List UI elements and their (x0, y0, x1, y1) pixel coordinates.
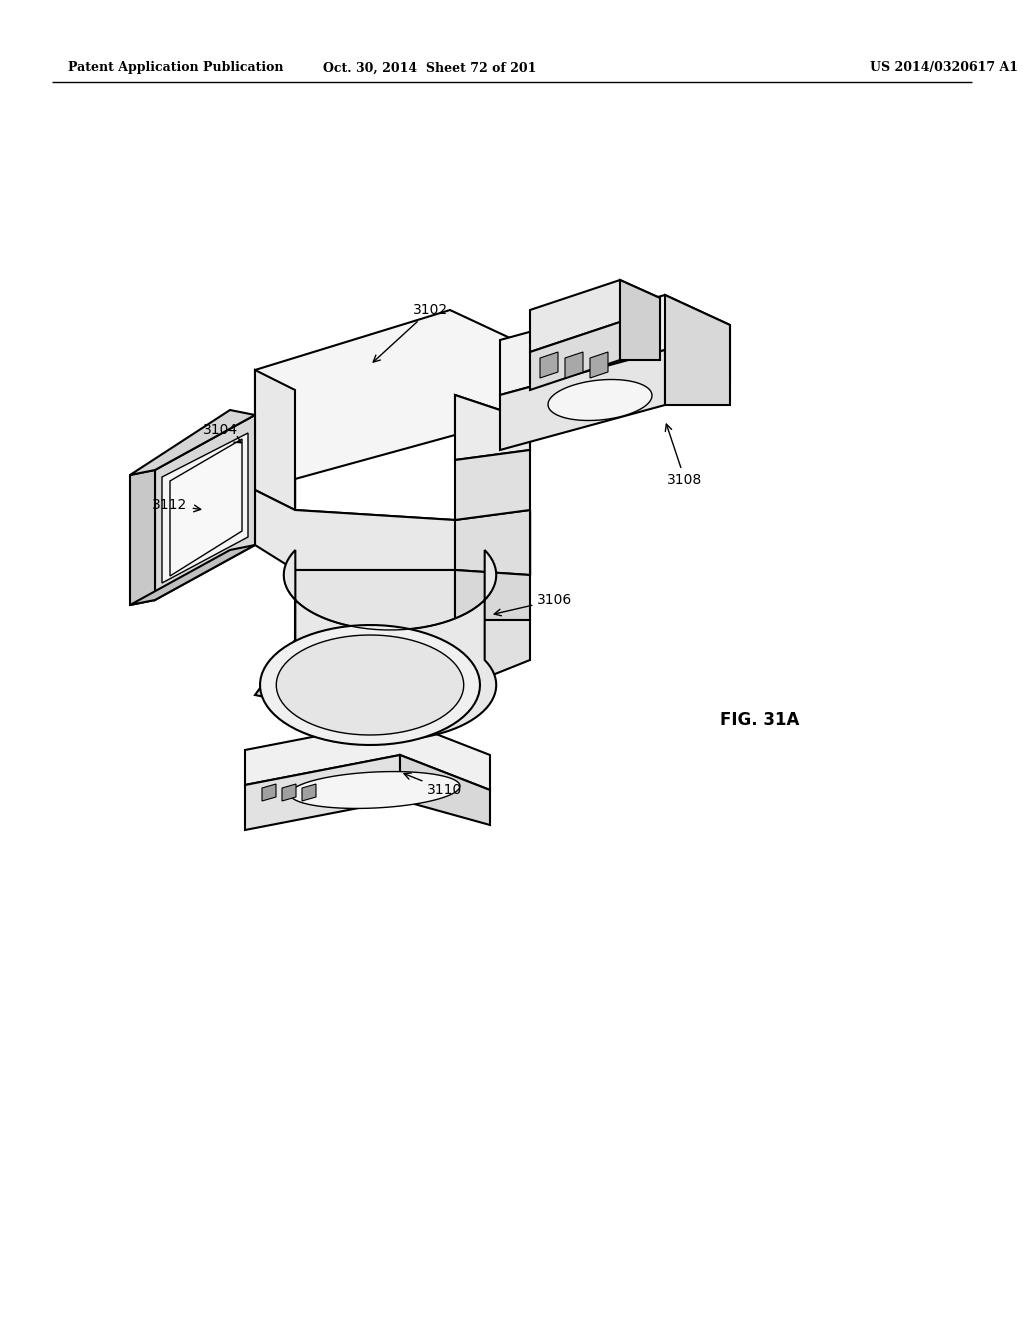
Polygon shape (565, 352, 583, 378)
Polygon shape (276, 635, 464, 735)
Polygon shape (255, 370, 295, 510)
Polygon shape (500, 350, 665, 450)
Polygon shape (245, 755, 400, 830)
Polygon shape (295, 510, 530, 576)
Polygon shape (530, 322, 620, 389)
Polygon shape (130, 470, 155, 605)
Polygon shape (255, 310, 600, 490)
Polygon shape (284, 550, 497, 741)
Polygon shape (455, 570, 530, 620)
Polygon shape (548, 380, 652, 421)
Text: FIG. 31A: FIG. 31A (720, 711, 800, 729)
Polygon shape (290, 772, 460, 808)
Text: 3110: 3110 (404, 774, 463, 797)
Polygon shape (255, 490, 455, 570)
Polygon shape (130, 545, 255, 605)
Text: Patent Application Publication: Patent Application Publication (68, 62, 284, 74)
Polygon shape (262, 784, 276, 801)
Polygon shape (130, 411, 255, 475)
Polygon shape (530, 280, 660, 352)
Polygon shape (590, 352, 608, 378)
Polygon shape (295, 570, 455, 671)
Text: 3112: 3112 (153, 498, 201, 512)
Polygon shape (620, 280, 660, 360)
Polygon shape (245, 719, 490, 789)
Text: 3106: 3106 (495, 593, 572, 615)
Text: US 2014/0320617 A1: US 2014/0320617 A1 (870, 62, 1018, 74)
Text: Oct. 30, 2014  Sheet 72 of 201: Oct. 30, 2014 Sheet 72 of 201 (324, 62, 537, 74)
Polygon shape (255, 620, 530, 719)
Polygon shape (500, 294, 730, 395)
Polygon shape (455, 450, 530, 520)
Polygon shape (665, 294, 730, 405)
Text: 3104: 3104 (203, 422, 242, 442)
Text: 3108: 3108 (666, 424, 702, 487)
Polygon shape (540, 352, 558, 378)
Polygon shape (455, 395, 530, 459)
Polygon shape (170, 440, 242, 576)
Text: 3102: 3102 (373, 304, 447, 362)
Polygon shape (162, 433, 248, 583)
Polygon shape (282, 784, 296, 801)
Polygon shape (400, 755, 490, 825)
Polygon shape (302, 784, 316, 801)
Polygon shape (155, 414, 255, 601)
Polygon shape (260, 624, 480, 744)
